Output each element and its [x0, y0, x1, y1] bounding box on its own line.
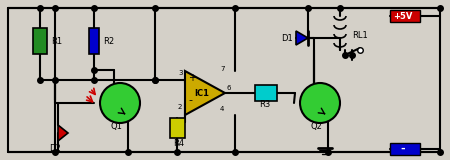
- Text: R1: R1: [51, 36, 62, 45]
- FancyBboxPatch shape: [390, 10, 420, 22]
- FancyBboxPatch shape: [255, 85, 277, 101]
- Text: Q1: Q1: [110, 122, 122, 131]
- Polygon shape: [185, 71, 225, 115]
- Circle shape: [100, 83, 140, 123]
- Circle shape: [300, 83, 340, 123]
- FancyBboxPatch shape: [89, 28, 99, 54]
- Text: R3: R3: [259, 100, 270, 109]
- Text: 7: 7: [220, 66, 225, 72]
- Text: D1: D1: [281, 33, 293, 43]
- Text: -: -: [400, 144, 405, 154]
- Text: -: -: [188, 95, 192, 105]
- Text: R2: R2: [103, 36, 114, 45]
- Polygon shape: [296, 31, 308, 45]
- Text: +: +: [188, 73, 196, 83]
- FancyBboxPatch shape: [33, 28, 47, 54]
- Text: 4: 4: [220, 106, 225, 112]
- FancyBboxPatch shape: [170, 118, 185, 138]
- Text: 6: 6: [226, 85, 230, 91]
- Text: Q2: Q2: [310, 122, 322, 131]
- Text: RL1: RL1: [352, 31, 368, 40]
- Text: 3: 3: [178, 70, 183, 76]
- Text: R4: R4: [173, 139, 184, 148]
- Text: +5V: +5V: [393, 12, 412, 20]
- Text: 2: 2: [178, 104, 182, 110]
- FancyBboxPatch shape: [390, 143, 420, 155]
- Text: IC1: IC1: [194, 88, 210, 97]
- Text: D2: D2: [49, 144, 61, 153]
- Polygon shape: [58, 125, 68, 141]
